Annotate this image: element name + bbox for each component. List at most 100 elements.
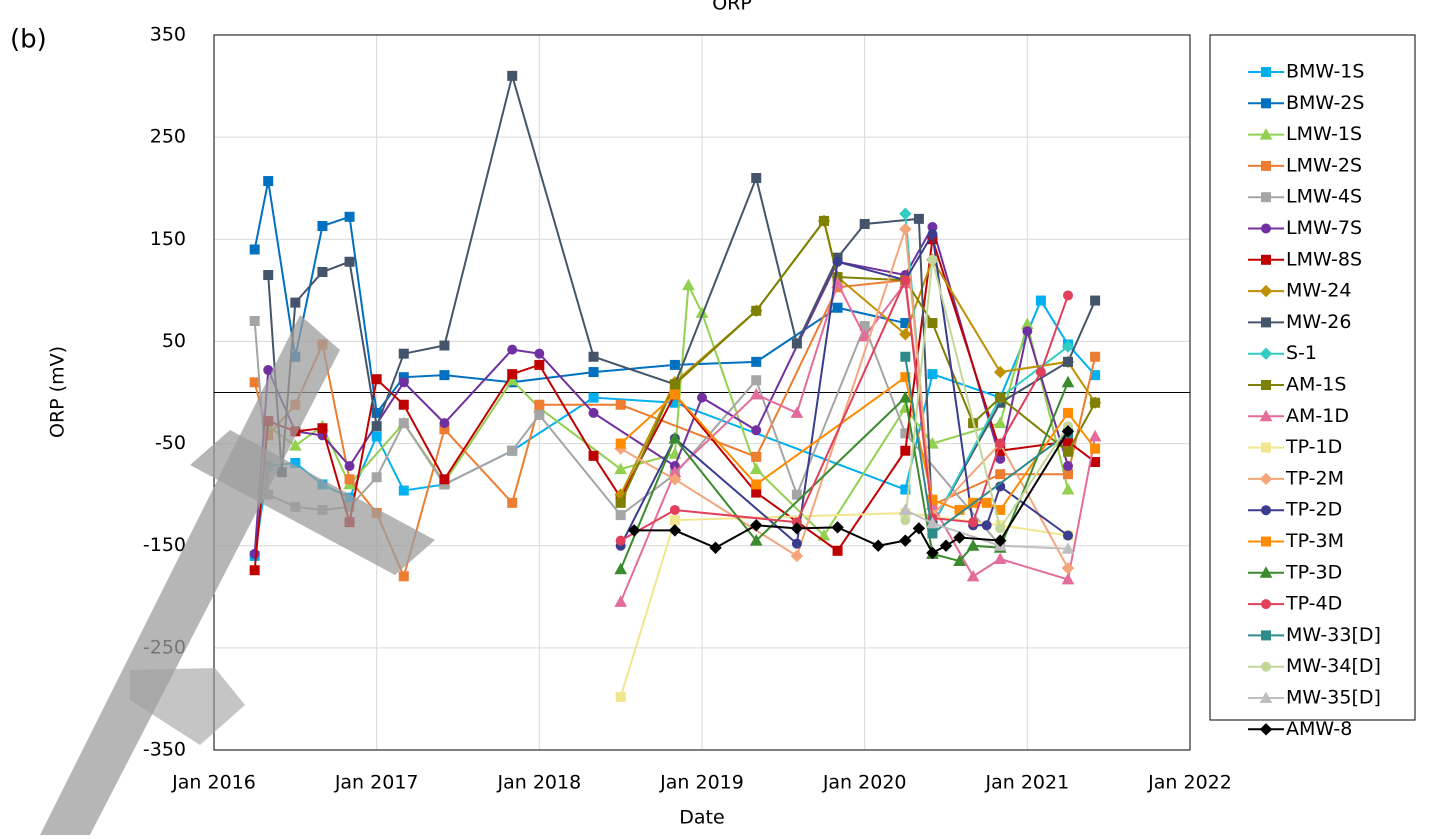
marker — [751, 356, 762, 367]
marker — [588, 450, 599, 461]
y-tick-label: 150 — [150, 228, 186, 250]
series-line — [904, 509, 1069, 550]
marker — [899, 207, 912, 220]
y-tick-label: 350 — [150, 24, 186, 46]
marker — [751, 305, 762, 316]
marker — [534, 399, 545, 410]
legend-marker — [1261, 599, 1271, 610]
marker — [614, 595, 628, 607]
marker — [534, 409, 545, 420]
legend-marker — [1261, 254, 1271, 265]
marker — [439, 340, 450, 351]
marker — [859, 218, 870, 229]
legend-marker — [1261, 98, 1271, 109]
marker — [981, 497, 992, 508]
y-tick-label: 50 — [162, 330, 186, 352]
marker — [1063, 407, 1073, 418]
marker — [898, 503, 912, 515]
marker — [317, 266, 328, 277]
legend-marker — [1261, 160, 1271, 171]
marker — [993, 416, 1007, 429]
marker — [1061, 482, 1075, 495]
marker — [995, 523, 1006, 534]
marker — [927, 318, 938, 329]
marker — [1090, 351, 1101, 362]
marker — [926, 546, 939, 560]
marker — [317, 221, 328, 232]
marker — [615, 497, 626, 508]
marker — [790, 522, 804, 535]
marker — [1063, 461, 1073, 472]
marker — [249, 377, 260, 388]
series — [614, 276, 1102, 607]
legend-label: BMW-2S — [1286, 92, 1364, 114]
legend-label: TP-4D — [1285, 593, 1342, 615]
marker — [995, 469, 1006, 480]
marker — [1090, 456, 1101, 467]
legend-box — [1209, 34, 1416, 721]
marker — [1061, 375, 1075, 388]
marker — [1035, 295, 1046, 306]
marker — [966, 539, 980, 551]
legend-label: LMW-2S — [1286, 154, 1362, 176]
marker — [263, 270, 274, 281]
legend-marker — [1259, 472, 1273, 486]
marker — [615, 510, 626, 521]
marker — [614, 562, 628, 575]
marker — [1063, 469, 1073, 480]
marker — [344, 211, 355, 222]
marker — [398, 348, 409, 359]
x-tick-label: Jan 2022 — [1147, 772, 1232, 794]
marker — [927, 528, 938, 539]
x-tick-label: Jan 2021 — [984, 772, 1069, 794]
legend-marker — [1259, 723, 1273, 736]
legend-label: TP-2D — [1285, 499, 1342, 521]
legend-marker — [1261, 536, 1271, 547]
marker — [1090, 443, 1101, 454]
marker — [344, 474, 355, 485]
marker — [615, 438, 626, 449]
x-tick-label: Jan 2016 — [171, 772, 256, 794]
marker — [913, 213, 924, 224]
marker — [317, 423, 328, 434]
marker — [912, 522, 926, 535]
marker — [249, 316, 260, 326]
panel-label: (b) — [10, 25, 47, 55]
y-tick-label: -50 — [155, 432, 186, 454]
marker — [507, 445, 518, 456]
marker — [668, 473, 682, 486]
marker — [926, 516, 939, 529]
legend-label: BMW-1S — [1286, 61, 1364, 83]
marker — [249, 548, 260, 559]
marker — [900, 515, 911, 526]
marker — [1061, 542, 1075, 554]
marker — [371, 431, 382, 442]
legend-label: S-1 — [1286, 342, 1317, 364]
marker — [507, 497, 518, 508]
marker — [749, 534, 763, 546]
marker — [832, 302, 843, 313]
marker — [439, 418, 450, 429]
marker — [669, 379, 680, 390]
marker — [900, 275, 911, 286]
watermark — [190, 430, 435, 575]
marker — [1063, 356, 1073, 367]
x-tick-label: Jan 2018 — [496, 772, 581, 794]
legend-label: AM-1S — [1286, 374, 1346, 396]
marker — [790, 406, 804, 418]
legend-marker — [1261, 630, 1271, 641]
legend-marker — [1261, 442, 1271, 453]
marker — [1063, 446, 1073, 457]
marker — [994, 534, 1007, 547]
marker — [398, 485, 409, 496]
series-line — [619, 280, 1097, 603]
y-axis-label: ORP (mV) — [47, 346, 69, 438]
legend-label: MW-35[D] — [1286, 687, 1381, 709]
y-tick-label: -350 — [143, 739, 186, 761]
marker — [668, 447, 682, 459]
marker — [1088, 429, 1102, 442]
marker — [751, 479, 762, 490]
marker — [994, 365, 1007, 379]
legend-marker — [1259, 566, 1273, 578]
